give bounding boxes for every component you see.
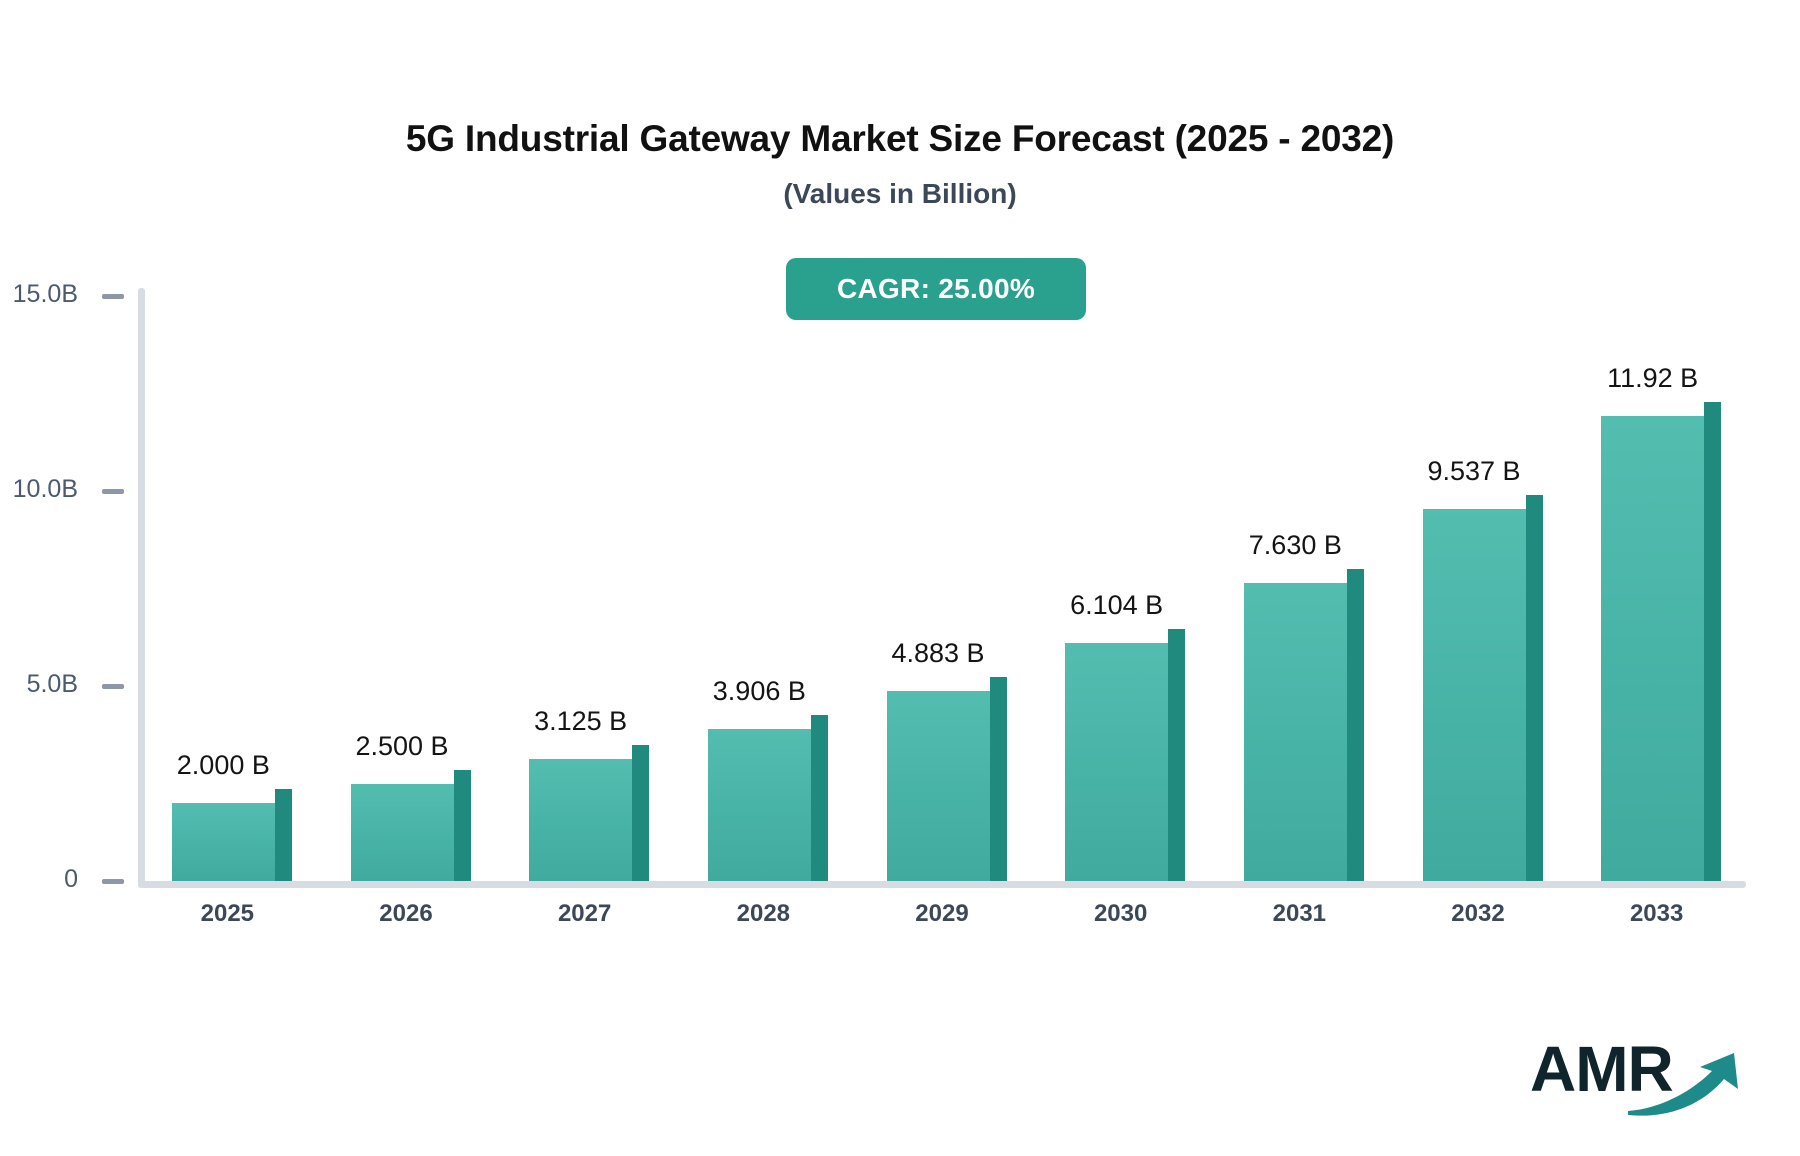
x-axis-label-2028: 2028 bbox=[736, 900, 791, 927]
bar-value-label: 9.537 B bbox=[1427, 456, 1521, 487]
bar-side-panel bbox=[1704, 416, 1722, 881]
bar-2033[interactable]: 11.92 B bbox=[1601, 363, 1722, 881]
bar-side-panel bbox=[274, 803, 292, 881]
y-axis-label: 15.0B bbox=[12, 280, 78, 308]
bar-top-bevel bbox=[274, 789, 292, 803]
bar-face bbox=[1065, 642, 1169, 881]
amr-logo-text: AMR bbox=[1530, 1033, 1674, 1105]
y-axis-label: 0 bbox=[64, 865, 78, 893]
x-axis-label-2030: 2030 bbox=[1093, 900, 1148, 927]
chart-subtitle: (Values in Billion) bbox=[783, 178, 1017, 209]
bar-value-label: 3.906 B bbox=[712, 675, 806, 706]
bar-value-label: 4.883 B bbox=[891, 637, 985, 668]
bar-2032[interactable]: 9.537 B bbox=[1422, 456, 1543, 881]
bar-face bbox=[171, 803, 275, 881]
bar-value-label: 3.125 B bbox=[534, 706, 628, 737]
bar-2031[interactable]: 7.630 B bbox=[1243, 530, 1364, 881]
bar-side-panel bbox=[810, 728, 828, 881]
bar-2026[interactable]: 2.500 B bbox=[350, 731, 471, 881]
y-axis-label: 5.0B bbox=[26, 670, 78, 698]
bar-2029[interactable]: 4.883 B bbox=[886, 638, 1007, 881]
x-axis-label-2027: 2027 bbox=[557, 900, 612, 927]
bar-value-label: 2.500 B bbox=[355, 730, 449, 761]
bar-face bbox=[707, 728, 811, 881]
bar-side-panel bbox=[1168, 642, 1186, 881]
bar-2027[interactable]: 3.125 B bbox=[529, 706, 650, 881]
bar-side-panel bbox=[632, 759, 650, 881]
bar-2030[interactable]: 6.104 B bbox=[1065, 590, 1186, 881]
bar-top-bevel bbox=[1525, 495, 1543, 510]
x-axis-label-2025: 2025 bbox=[200, 900, 255, 927]
bar-top-bevel bbox=[1346, 569, 1364, 584]
x-axis-label-2031: 2031 bbox=[1272, 900, 1327, 927]
bar-side-panel bbox=[989, 690, 1007, 881]
bar-face bbox=[1422, 509, 1526, 881]
y-axis-line bbox=[138, 288, 145, 888]
y-axis-tick bbox=[102, 684, 124, 689]
x-axis-label-2029: 2029 bbox=[915, 900, 969, 927]
cagr-badge-label: CAGR: 25.00% bbox=[836, 273, 1036, 304]
bar-top-bevel bbox=[1704, 402, 1722, 417]
bar-side-panel bbox=[1525, 509, 1543, 881]
bar-value-label: 7.630 B bbox=[1248, 530, 1342, 561]
bar-face bbox=[1601, 416, 1705, 881]
chart-title: 5G Industrial Gateway Market Size Foreca… bbox=[405, 118, 1395, 159]
bar-top-bevel bbox=[1168, 628, 1186, 643]
y-axis-tick bbox=[102, 294, 124, 299]
bar-top-bevel bbox=[810, 714, 828, 729]
y-axis-tick bbox=[102, 879, 124, 884]
bar-face bbox=[1243, 583, 1347, 881]
x-axis-label-2033: 2033 bbox=[1629, 900, 1684, 927]
bar-2028[interactable]: 3.906 B bbox=[707, 676, 828, 881]
bar-top-bevel bbox=[989, 676, 1007, 691]
bar-value-label: 11.92 B bbox=[1607, 363, 1699, 394]
bar-side-panel bbox=[1346, 583, 1364, 881]
bar-value-label: 2.000 B bbox=[176, 750, 270, 780]
y-axis-tick bbox=[102, 489, 124, 494]
x-axis-label-2026: 2026 bbox=[379, 900, 433, 927]
bar-top-bevel bbox=[632, 745, 650, 760]
bar-face bbox=[886, 690, 990, 881]
bar-2025[interactable]: 2.000 B bbox=[171, 750, 292, 881]
x-axis-line bbox=[138, 881, 1746, 888]
bar-value-label: 6.104 B bbox=[1070, 589, 1164, 620]
plot-area: 0 5.0B 10.0B 15.0B 2.000 B 2.500 B 3.125 B 3.9… bbox=[13, 280, 1746, 927]
y-axis-label: 10.0B bbox=[12, 475, 78, 503]
growth-arrow-icon bbox=[1628, 1053, 1738, 1116]
bar-face bbox=[350, 783, 454, 881]
amr-logo: AMR bbox=[1530, 1035, 1760, 1125]
bar-side-panel bbox=[453, 783, 471, 881]
bar-face bbox=[529, 759, 633, 881]
cagr-badge: CAGR: 25.00% bbox=[786, 258, 1086, 320]
x-axis-label-2032: 2032 bbox=[1451, 900, 1505, 927]
bar-top-bevel bbox=[453, 769, 471, 784]
